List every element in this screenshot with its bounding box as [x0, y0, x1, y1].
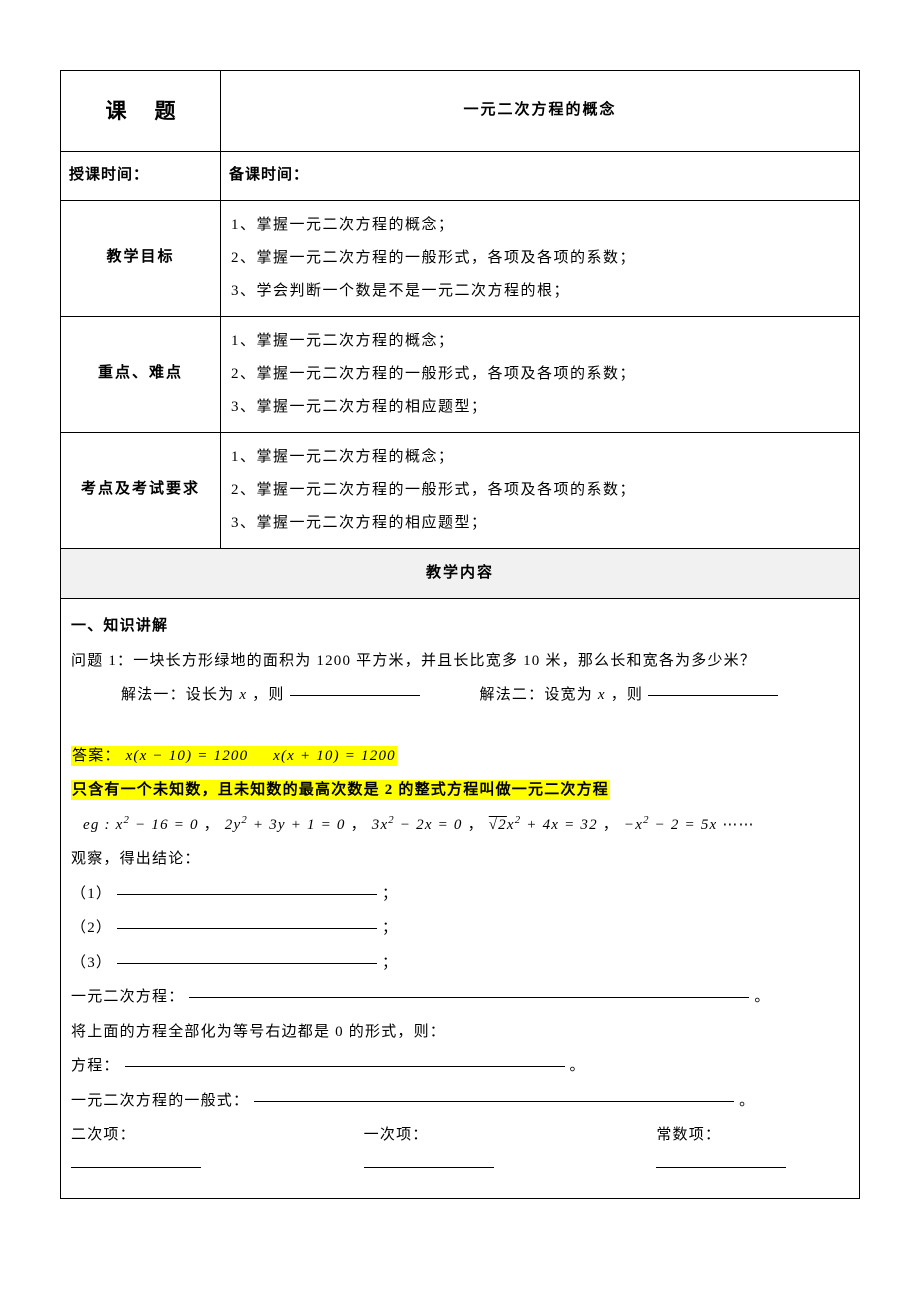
answer-eq1: x(x − 10) = 1200: [126, 748, 249, 764]
general-end: 。: [739, 1093, 755, 1109]
blank-c1: [117, 894, 377, 895]
answer-label: 答案：: [72, 748, 121, 764]
sep3: ，: [468, 817, 484, 833]
keypoint-item-3: 3、掌握一元二次方程的相应题型；: [231, 391, 849, 424]
eq-label: 一元二次方程：: [71, 989, 184, 1005]
term-0: 常数项：: [656, 1120, 849, 1183]
answer-eq2: x(x + 10) = 1200: [273, 748, 396, 764]
term-2: 二次项：: [71, 1120, 264, 1183]
exam-item-3: 3、掌握一元二次方程的相应题型；: [231, 507, 849, 540]
section-1-title: 一、知识讲解: [71, 611, 849, 643]
blank-sol2: [648, 695, 778, 696]
fc-end: 。: [570, 1058, 586, 1074]
header-label: 课题: [61, 71, 221, 152]
eg4: √2x2 + 4x = 32: [489, 817, 598, 833]
eq-end: 。: [754, 989, 770, 1005]
transform-line: 将上面的方程全部化为等号右边都是 0 的形式，则：: [71, 1017, 849, 1049]
blank-sol1: [290, 695, 420, 696]
equation-line: 一元二次方程： 。: [71, 982, 849, 1014]
conclusion-2: （2） ；: [71, 913, 849, 945]
term1-label: 一次项：: [364, 1127, 429, 1143]
blank-fc: [125, 1066, 565, 1067]
observe-line: 观察，得出结论：: [71, 844, 849, 876]
general-line: 一元二次方程的一般式： 。: [71, 1086, 849, 1118]
exam-content: 1、掌握一元二次方程的概念； 2、掌握一元二次方程的一般形式，各项及各项的系数；…: [221, 432, 860, 548]
teach-time-label: 授课时间：: [61, 152, 221, 201]
term0-label: 常数项：: [656, 1127, 721, 1143]
exam-item-1: 1、掌握一元二次方程的概念；: [231, 441, 849, 474]
blank-t1: [364, 1167, 494, 1168]
solution-2: 解法二：设宽为 x ，则: [480, 680, 779, 712]
solution-1: 解法一：设长为 x ，则: [121, 680, 420, 712]
eg5: −x2 − 2 = 5x: [624, 817, 718, 833]
blank-t2: [71, 1167, 201, 1168]
eg2: 2y2 + 3y + 1 = 0: [225, 817, 346, 833]
sep1: ，: [204, 817, 220, 833]
item2-label: （2）: [71, 920, 112, 936]
goal-item-2: 2、掌握一元二次方程的一般形式，各项及各项的系数；: [231, 242, 849, 275]
content-body: 一、知识讲解 问题 1：一块长方形绿地的面积为 1200 平方米，并且长比宽多 …: [61, 599, 860, 1199]
item2-end: ；: [382, 920, 398, 936]
goal-item-1: 1、掌握一元二次方程的概念；: [231, 209, 849, 242]
term2-label: 二次项：: [71, 1127, 136, 1143]
conclusion-3: （3） ；: [71, 948, 849, 980]
lesson-plan-table: 课题 一元二次方程的概念 授课时间： 备课时间： 教学目标 1、掌握一元二次方程…: [60, 70, 860, 1199]
sep4: ，: [603, 817, 619, 833]
sol1-prefix: 解法一：设长为: [121, 687, 234, 703]
keypoint-item-1: 1、掌握一元二次方程的概念；: [231, 325, 849, 358]
examples-line: eg : x2 − 16 = 0 ， 2y2 + 3y + 1 = 0 ， 3x…: [71, 810, 849, 842]
sol2-suffix: ，则: [611, 687, 643, 703]
question-1: 问题 1：一块长方形绿地的面积为 1200 平方米，并且长比宽多 10 米，那么…: [71, 646, 849, 678]
keypoint-item-2: 2、掌握一元二次方程的一般形式，各项及各项的系数；: [231, 358, 849, 391]
fangcheng-label: 方程：: [71, 1058, 120, 1074]
blank-eq: [189, 997, 749, 998]
content-header: 教学内容: [61, 548, 860, 599]
goals-content: 1、掌握一元二次方程的概念； 2、掌握一元二次方程的一般形式，各项及各项的系数；…: [221, 200, 860, 316]
item3-label: （3）: [71, 955, 112, 971]
goal-item-3: 3、学会判断一个数是不是一元二次方程的根；: [231, 275, 849, 308]
eg-prefix: eg :: [83, 817, 116, 833]
eg1: x2 − 16 = 0: [116, 817, 199, 833]
eg-trail: ⋯⋯: [722, 817, 754, 833]
blank-general: [254, 1101, 734, 1102]
item1-label: （1）: [71, 886, 112, 902]
answer-line: 答案： x(x − 10) = 1200 x(x + 10) = 1200: [71, 741, 849, 773]
goals-label: 教学目标: [61, 200, 221, 316]
blank-c3: [117, 963, 377, 964]
sol1-var: x: [239, 687, 247, 703]
terms-row: 二次项： 一次项： 常数项：: [71, 1120, 849, 1183]
answer-highlight: 答案： x(x − 10) = 1200 x(x + 10) = 1200: [71, 746, 397, 766]
term-1: 一次项：: [364, 1120, 557, 1183]
general-label: 一元二次方程的一般式：: [71, 1093, 249, 1109]
sol1-suffix: ，则: [252, 687, 284, 703]
blank-c2: [117, 928, 377, 929]
spacer: [71, 715, 849, 741]
solutions-row: 解法一：设长为 x ，则 解法二：设宽为 x ，则: [71, 680, 849, 712]
exam-label: 考点及考试要求: [61, 432, 221, 548]
item1-end: ；: [382, 886, 398, 902]
blank-t0: [656, 1167, 786, 1168]
item3-end: ；: [382, 955, 398, 971]
sol2-prefix: 解法二：设宽为: [480, 687, 593, 703]
sol2-var: x: [598, 687, 606, 703]
conclusion-1: （1） ；: [71, 879, 849, 911]
definition: 只含有一个未知数，且未知数的最高次数是 2 的整式方程叫做一元二次方程: [71, 780, 610, 800]
keypoints-label: 重点、难点: [61, 316, 221, 432]
eg3: 3x2 − 2x = 0: [372, 817, 463, 833]
prep-time-label: 备课时间：: [221, 152, 860, 201]
lesson-title: 一元二次方程的概念: [221, 71, 860, 152]
exam-item-2: 2、掌握一元二次方程的一般形式，各项及各项的系数；: [231, 474, 849, 507]
keypoints-content: 1、掌握一元二次方程的概念； 2、掌握一元二次方程的一般形式，各项及各项的系数；…: [221, 316, 860, 432]
sep2: ，: [351, 817, 367, 833]
fangcheng-line: 方程： 。: [71, 1051, 849, 1083]
definition-line: 只含有一个未知数，且未知数的最高次数是 2 的整式方程叫做一元二次方程: [71, 775, 849, 807]
